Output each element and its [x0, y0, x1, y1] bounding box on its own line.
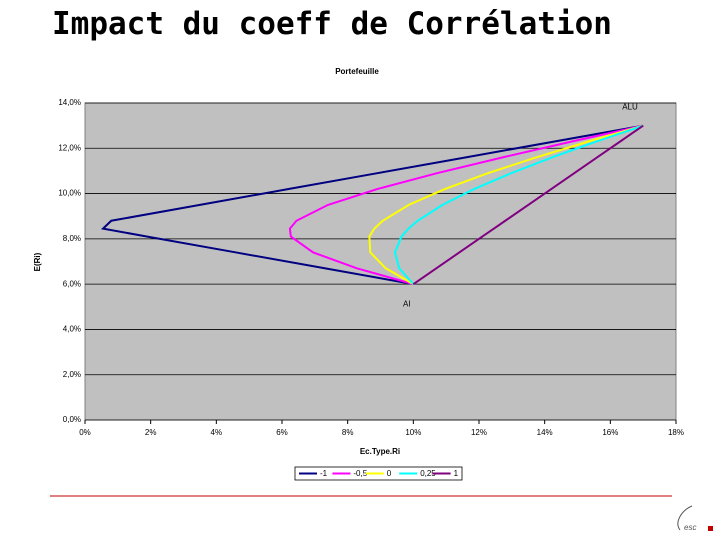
legend-label: 0,25 [420, 469, 436, 478]
chart-title: Portefeuille [335, 67, 379, 76]
x-tick-label: 6% [276, 428, 288, 437]
x-tick-label: 16% [602, 428, 618, 437]
series-line [100, 124, 644, 286]
x-tick-label: 4% [211, 428, 223, 437]
series-line [393, 124, 644, 285]
x-tick-label: 10% [405, 428, 421, 437]
y-tick-label: 2,0% [63, 370, 81, 379]
annotation: ALU [622, 103, 638, 112]
series-line [288, 124, 644, 286]
series-line [412, 124, 644, 285]
logo: esc [677, 505, 713, 532]
y-tick-label: 6,0% [63, 279, 81, 288]
y-tick-label: 14,0% [58, 98, 81, 107]
y-tick-label: 0,0% [63, 415, 81, 424]
x-tick-label: 2% [145, 428, 157, 437]
x-tick-label: 0% [79, 428, 91, 437]
slide-title: Impact du coeff de Corrélation [52, 6, 612, 42]
y-tick-label: 4,0% [63, 325, 81, 334]
legend-label: 0 [387, 469, 392, 478]
legend-label: 1 [454, 469, 459, 478]
y-tick-label: 8,0% [63, 234, 81, 243]
annotation: AI [403, 300, 411, 309]
logo-mark: esc [684, 523, 696, 532]
x-tick-label: 18% [668, 428, 684, 437]
x-tick-label: 12% [471, 428, 487, 437]
legend-label: -0,5 [353, 469, 367, 478]
legend-label: -1 [320, 469, 328, 478]
y-tick-label: 12,0% [58, 143, 81, 152]
y-tick-label: 10,0% [58, 189, 81, 198]
x-tick-label: 8% [342, 428, 354, 437]
series-line [368, 124, 644, 286]
x-axis-label: Ec.Type.Ri [360, 447, 400, 456]
x-tick-label: 14% [537, 428, 553, 437]
y-axis-label: E(Ri) [33, 252, 42, 271]
